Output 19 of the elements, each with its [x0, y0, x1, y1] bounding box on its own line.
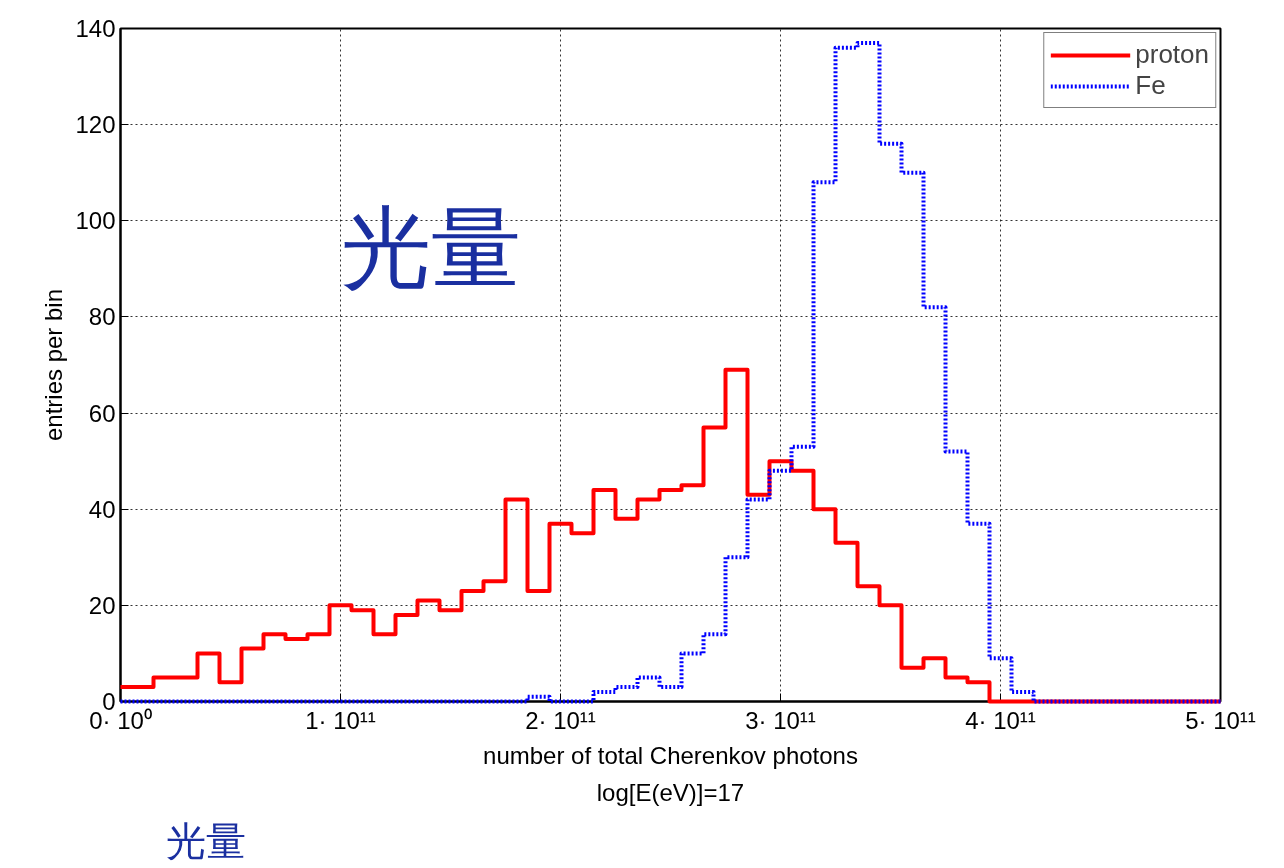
y-tick-label: 100: [75, 207, 116, 235]
y-tick-label: 80: [88, 303, 116, 331]
legend-label: Fe: [1135, 70, 1166, 101]
y-tick-label: 60: [88, 399, 116, 427]
x-tick-label: 3· 10¹¹: [745, 706, 816, 734]
x-tick-label: 1· 10¹¹: [305, 706, 376, 734]
y-tick-label: 120: [75, 111, 116, 139]
text: 光量: [165, 817, 246, 864]
y-tick-label: 140: [75, 15, 116, 42]
x-tick-label: 5· 10¹¹: [1185, 706, 1256, 734]
legend-label: proton: [1135, 39, 1209, 70]
annotation: 光量: [340, 197, 521, 298]
y-axis-title: entries per bin: [40, 288, 68, 442]
x-axis-title: number of total Cherenkov photons: [483, 741, 858, 769]
y-tick-label: 40: [88, 495, 116, 523]
x-tick-label: 4· 10¹¹: [965, 706, 1036, 734]
y-tick-label: 20: [88, 591, 116, 619]
x-tick-label: 2· 10¹¹: [525, 706, 596, 734]
text: log[E(eV)]=17: [596, 778, 745, 806]
